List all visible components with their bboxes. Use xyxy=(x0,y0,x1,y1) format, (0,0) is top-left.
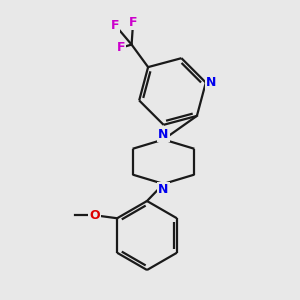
Text: O: O xyxy=(89,209,100,222)
Text: F: F xyxy=(117,41,125,54)
Text: F: F xyxy=(129,16,137,28)
Text: N: N xyxy=(158,128,169,141)
Text: N: N xyxy=(206,76,216,89)
Text: F: F xyxy=(111,19,119,32)
Text: N: N xyxy=(158,183,169,196)
